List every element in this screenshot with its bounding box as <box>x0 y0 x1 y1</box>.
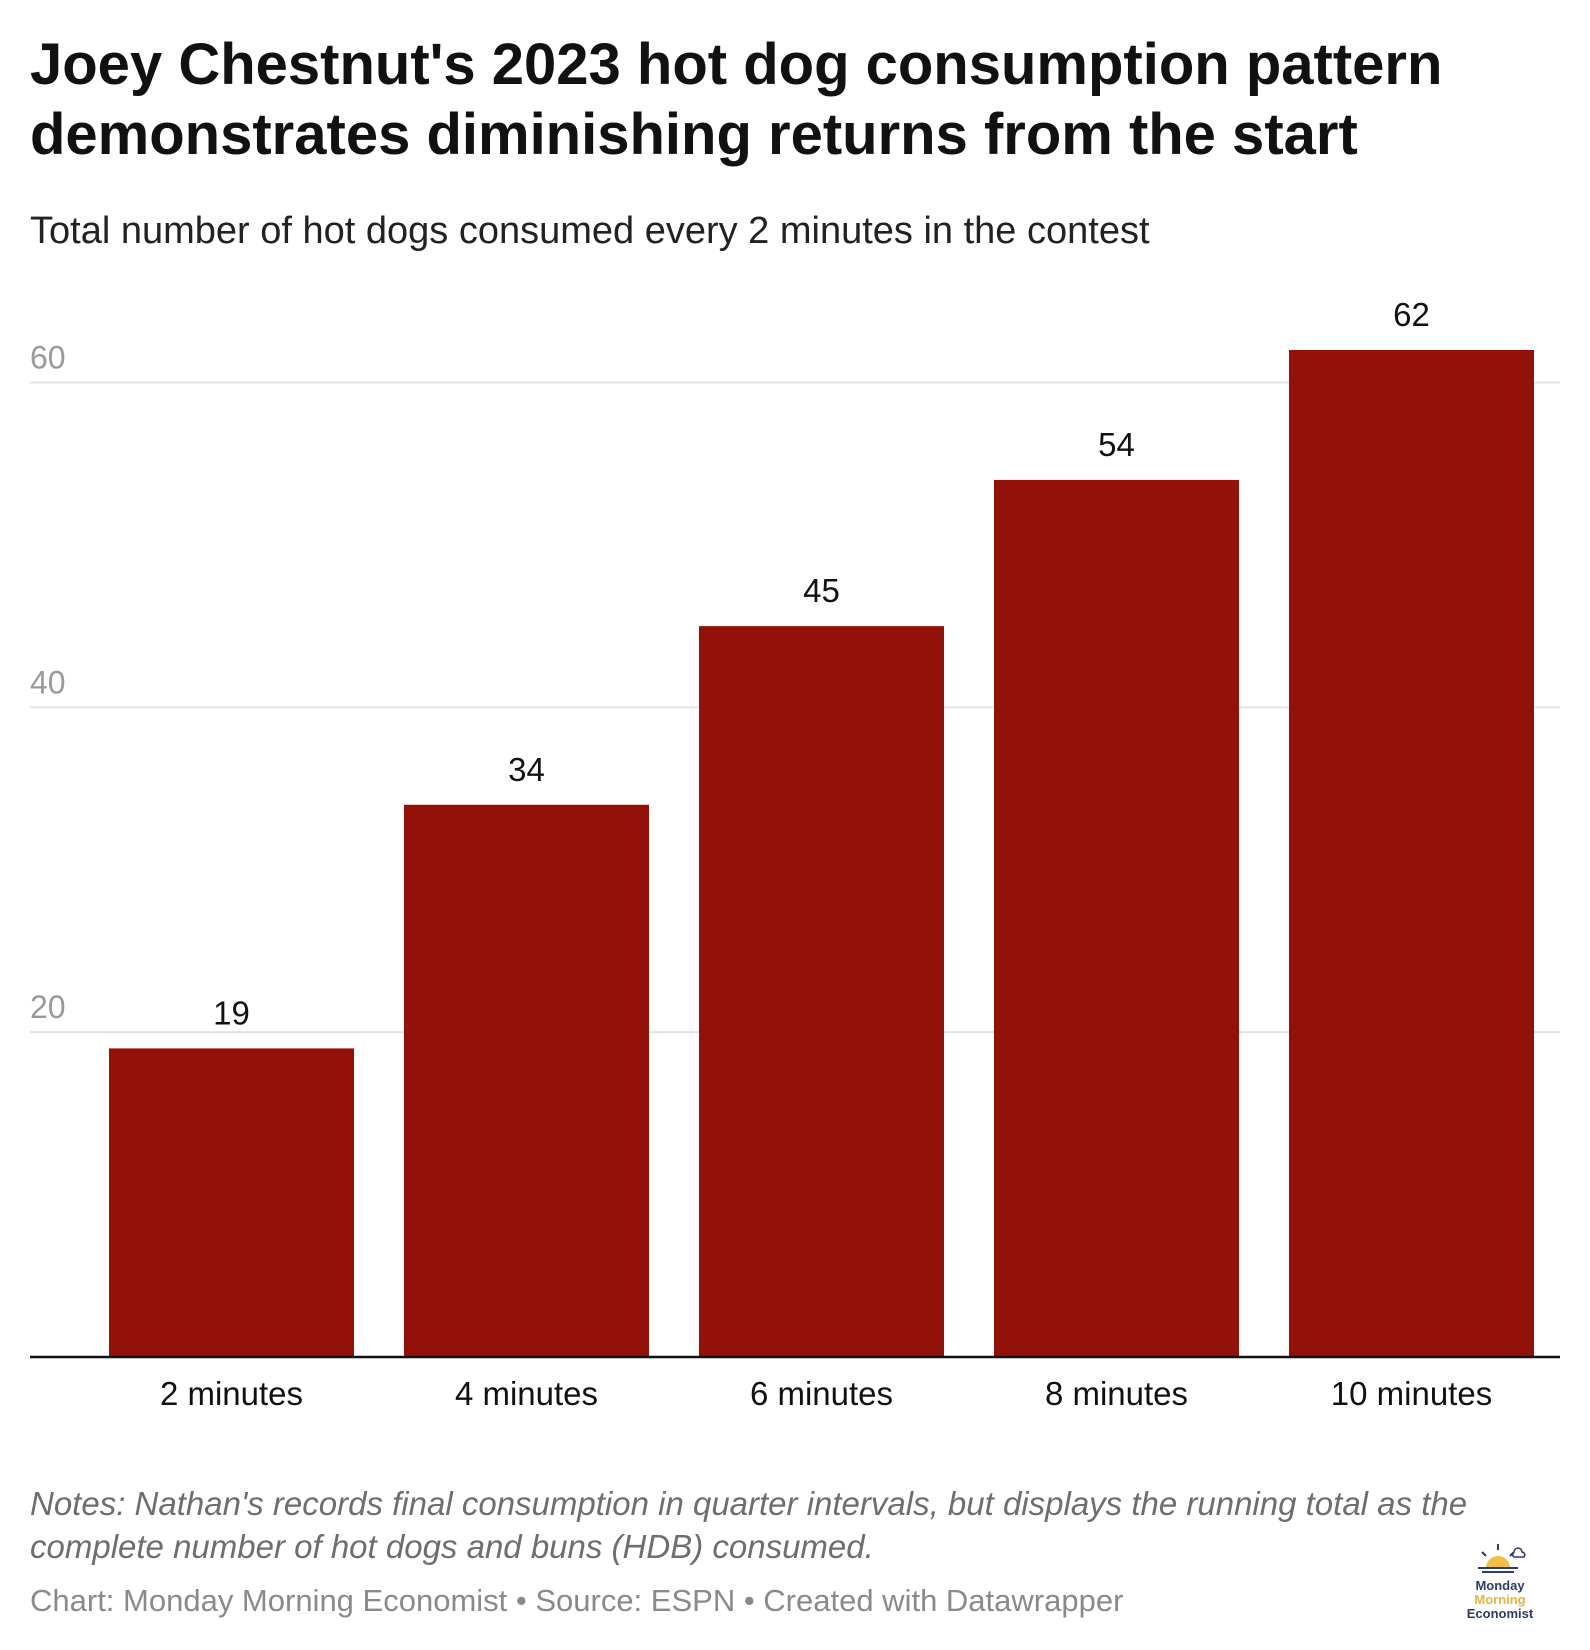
bar-4 <box>994 479 1239 1357</box>
chart-subtitle: Total number of hot dogs consumed every … <box>30 210 1150 252</box>
x-tick-label-3: 6 minutes <box>750 1375 893 1412</box>
bar-2 <box>404 804 649 1357</box>
bar-chart: 20 40 60 19 2 minutes 34 4 minutes 45 6 minutes 5… <box>30 296 1560 1412</box>
chart-credits: Chart: Monday Morning Economist • Source… <box>30 1583 1124 1618</box>
data-label-3: 45 <box>803 572 840 609</box>
logo-line-1: Monday <box>1475 1578 1525 1593</box>
chart-notes: Notes: Nathan's records final consumptio… <box>30 1485 1468 1565</box>
x-tick-label-5: 10 minutes <box>1331 1375 1492 1412</box>
x-tick-label-2: 4 minutes <box>455 1375 598 1412</box>
logo-line-2: Morning <box>1474 1592 1526 1607</box>
bar-3 <box>699 626 944 1357</box>
logo: Monday Morning Economist <box>1450 1540 1550 1640</box>
data-label-1: 19 <box>213 994 250 1031</box>
chart-title: Joey Chestnut's 2023 hot dog consumption… <box>30 32 1443 167</box>
bar-1 <box>109 1048 354 1357</box>
data-label-4: 54 <box>1098 426 1135 463</box>
data-label-5: 62 <box>1393 296 1430 333</box>
bar-5 <box>1289 350 1534 1357</box>
x-tick-label-4: 8 minutes <box>1045 1375 1188 1412</box>
y-tick-label-60: 60 <box>30 339 66 375</box>
x-tick-label-1: 2 minutes <box>160 1375 303 1412</box>
y-tick-label-40: 40 <box>30 664 66 700</box>
data-label-2: 34 <box>508 751 545 788</box>
logo-line-3: Economist <box>1466 1606 1534 1621</box>
sunrise-cloud-icon <box>1478 1544 1526 1573</box>
y-tick-label-20: 20 <box>30 989 66 1025</box>
